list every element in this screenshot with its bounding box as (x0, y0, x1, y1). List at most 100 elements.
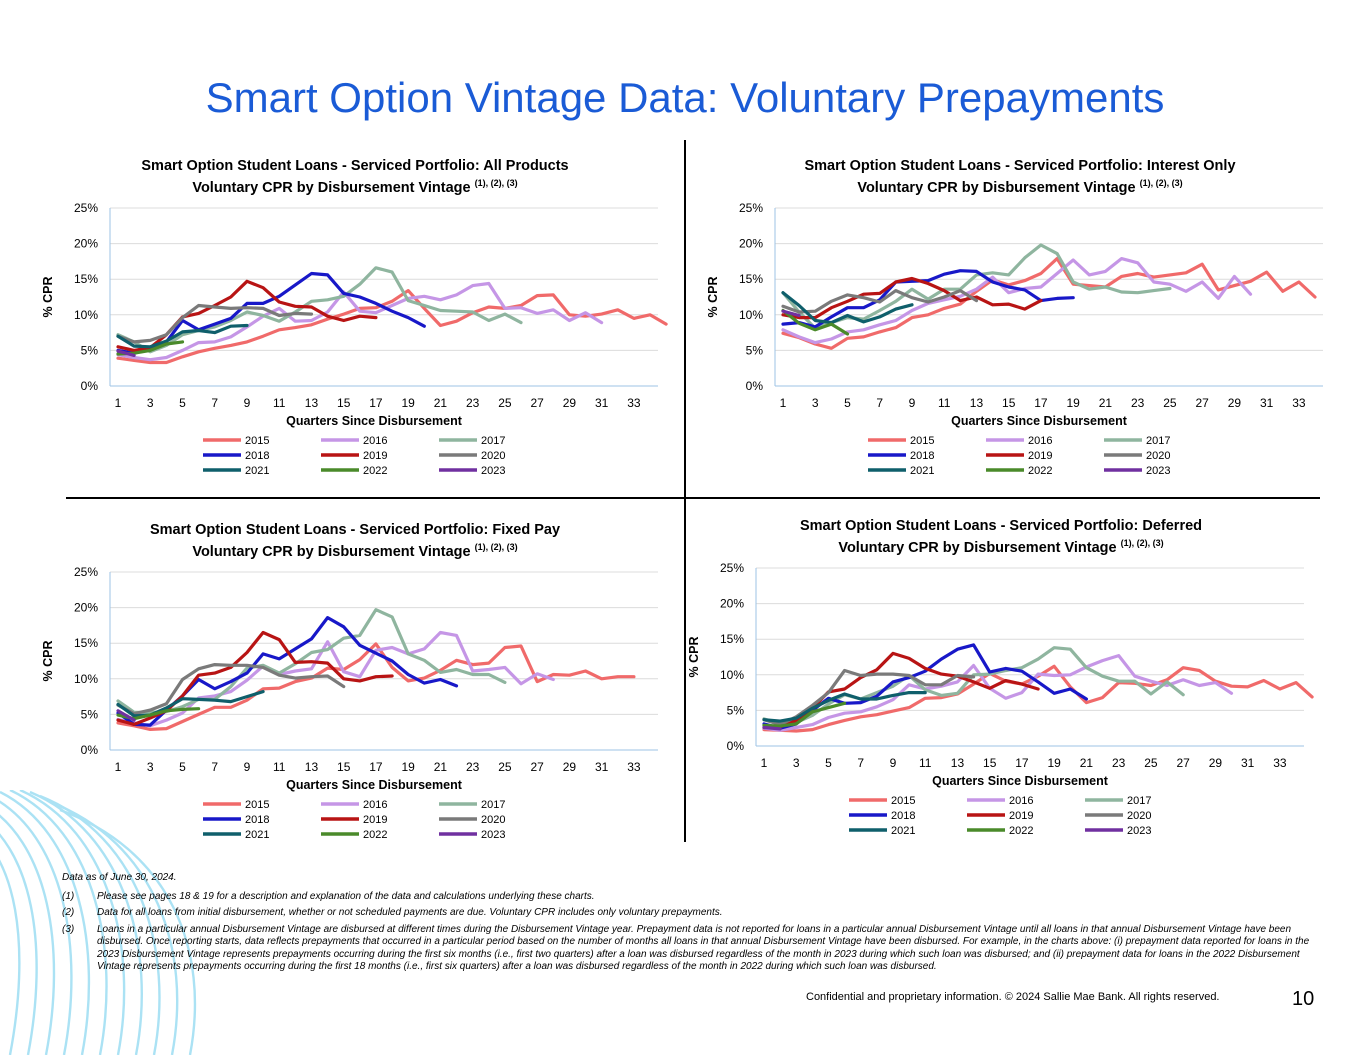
x-axis-title: Quarters Since Disbursement (286, 414, 463, 428)
footnote-number: (2) (62, 907, 75, 918)
chart-svg: 0%5%10%15%20%25%1 3 5 7 9 11 13 15 17 19 21 23 25 27 2… (706, 201, 1323, 477)
x-tick-label: 25 (498, 760, 512, 774)
legend-label-2016: 2016 (363, 799, 387, 811)
y-tick-label: 20% (74, 237, 98, 251)
chart-title-line1: Smart Option Student Loans - Serviced Po… (149, 522, 561, 538)
x-axis-title: Quarters Since Disbursement (286, 778, 463, 792)
x-tick-label: 11 (919, 756, 932, 770)
y-tick-label: 0% (727, 739, 745, 753)
legend-label-2023: 2023 (1127, 825, 1151, 837)
chart-svg: 0%5%10%15%20%25%1 3 5 7 9 11 13 15 17 19 21 23 25 27 2… (41, 201, 668, 477)
x-tick-label: 27 (1176, 756, 1190, 770)
legend-label-2015: 2015 (891, 795, 915, 807)
legend-label-2021: 2021 (245, 465, 269, 477)
series-line-2023 (762, 725, 782, 731)
x-tick-label: 29 (563, 396, 577, 410)
footnotes: Data as of June 30, 2024. (1) Please see… (62, 872, 1312, 978)
x-tick-label: 9 (244, 396, 251, 410)
x-tick-label: 21 (1080, 756, 1094, 770)
series-line-2018 (781, 269, 1075, 329)
y-tick-label: 15% (74, 636, 98, 650)
series-line-2021 (116, 323, 249, 349)
chart-interest-only: Smart Option Student Loans - Serviced Po… (690, 158, 1350, 518)
x-tick-label: 13 (951, 756, 965, 770)
chart-title-line2: Voluntary CPR by Disbursement Vintage (192, 179, 471, 196)
footnote: (3) Loans in a particular annual Disburs… (62, 924, 1312, 974)
x-tick-label: 19 (402, 760, 416, 774)
chart-title-footnote-refs: (1), (2), (3) (474, 178, 518, 188)
series-line-2021 (781, 291, 914, 325)
series-line-2015 (116, 289, 668, 365)
x-tick-label: 27 (530, 760, 544, 774)
x-tick-label: 5 (179, 396, 186, 410)
y-axis-title: % CPR (687, 637, 701, 678)
series-line-2017 (116, 608, 507, 714)
series-line-2016 (116, 630, 555, 728)
chart-title-line1: Smart Option Student Loans - Serviced Po… (141, 158, 569, 174)
y-tick-label: 0% (746, 379, 764, 393)
chart-title: Smart Option Student Loans - Serviced Po… (25, 522, 685, 561)
x-tick-label: 3 (793, 756, 800, 770)
legend-label-2019: 2019 (1009, 810, 1033, 822)
legend-label-2023: 2023 (481, 465, 505, 477)
legend-label-2021: 2021 (891, 825, 915, 837)
y-axis-title: % CPR (706, 277, 720, 318)
legend-label-2017: 2017 (481, 799, 505, 811)
footnote-text: Data for all loans from initial disburse… (97, 907, 723, 918)
series-line-2020 (116, 663, 346, 716)
x-tick-label: 17 (369, 396, 383, 410)
page-title: Smart Option Vintage Data: Voluntary Pre… (205, 74, 1165, 121)
legend-label-2019: 2019 (363, 450, 387, 462)
x-tick-label: 13 (970, 396, 984, 410)
x-tick-label: 13 (305, 760, 319, 774)
x-tick-label: 3 (147, 396, 154, 410)
x-tick-label: 31 (595, 396, 609, 410)
x-tick-label: 1 (115, 760, 122, 774)
series-line-2020 (116, 303, 314, 344)
y-axis-title: % CPR (41, 277, 55, 318)
y-tick-label: 10% (739, 308, 763, 322)
x-tick-label: 23 (1112, 756, 1126, 770)
x-tick-label: 7 (211, 396, 218, 410)
legend-label-2020: 2020 (481, 450, 505, 462)
x-tick-label: 9 (244, 760, 251, 774)
chart-title: Smart Option Student Loans - Serviced Po… (671, 518, 1331, 557)
confidentiality-notice: Confidential and proprietary information… (806, 991, 1220, 1003)
x-axis-title: Quarters Since Disbursement (932, 774, 1109, 788)
x-tick-label: 5 (825, 756, 832, 770)
x-tick-label: 9 (890, 756, 897, 770)
footnote-text: Please see pages 18 & 19 for a descripti… (97, 890, 595, 902)
legend-label-2021: 2021 (910, 465, 934, 477)
chart-title: Smart Option Student Loans - Serviced Po… (690, 158, 1350, 197)
legend-label-2019: 2019 (363, 814, 387, 826)
x-tick-label: 15 (337, 396, 351, 410)
legend-label-2015: 2015 (245, 435, 269, 447)
x-tick-label: 27 (1195, 396, 1209, 410)
x-tick-label: 21 (434, 396, 448, 410)
chart-all-products: Smart Option Student Loans - Serviced Po… (25, 158, 685, 518)
x-tick-label: 11 (273, 760, 286, 774)
x-tick-label: 15 (983, 756, 997, 770)
series-line-2023 (116, 349, 136, 357)
series-line-2019 (116, 279, 378, 352)
y-tick-label: 20% (720, 597, 744, 611)
footnote-number: (3) (62, 923, 75, 935)
x-tick-label: 3 (812, 396, 819, 410)
x-tick-label: 29 (1228, 396, 1242, 410)
x-tick-label: 15 (1002, 396, 1016, 410)
series-line-2017 (781, 243, 1172, 330)
y-tick-label: 0% (81, 743, 99, 757)
legend-label-2018: 2018 (891, 810, 915, 822)
chart-title-footnote-refs: (1), (2), (3) (1139, 178, 1183, 188)
chart-title-line1: Smart Option Student Loans - Serviced Po… (804, 158, 1236, 174)
series-line-2016 (116, 281, 604, 362)
x-tick-label: 19 (402, 396, 416, 410)
x-tick-label: 13 (305, 396, 319, 410)
horizontal-divider (66, 497, 1320, 499)
legend-label-2022: 2022 (1028, 465, 1052, 477)
legend-label-2016: 2016 (363, 435, 387, 447)
legend-label-2023: 2023 (481, 829, 505, 841)
y-tick-label: 20% (74, 601, 98, 615)
series-line-2016 (762, 654, 1234, 732)
legend-label-2015: 2015 (245, 799, 269, 811)
